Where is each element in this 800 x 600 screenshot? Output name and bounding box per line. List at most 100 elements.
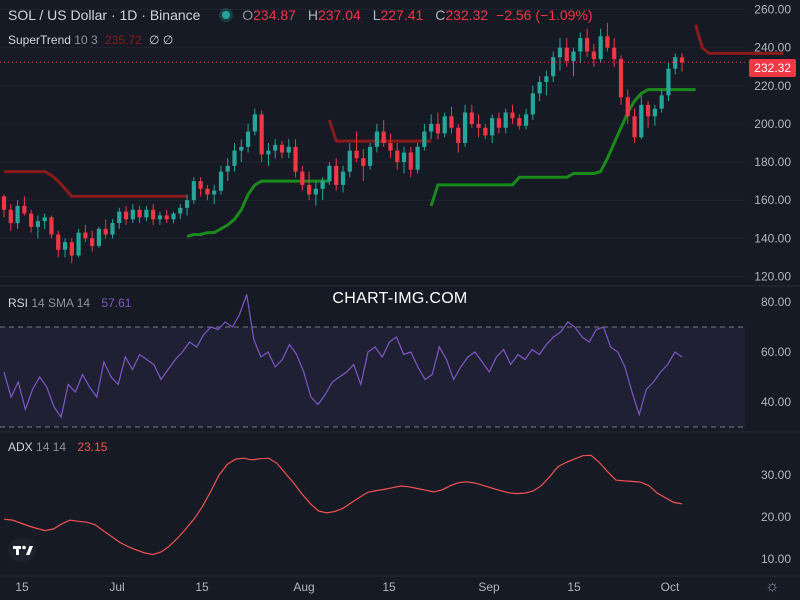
adx-axis-label: 30.00 xyxy=(761,468,791,482)
candle-body xyxy=(164,215,169,220)
candle-body xyxy=(652,108,657,117)
symbol-title[interactable]: SOL / US Dollar · 1D · Binance xyxy=(8,7,201,23)
candle-body xyxy=(22,205,27,214)
candle-body xyxy=(49,217,54,235)
candle-body xyxy=(110,223,115,235)
adx-value: 23.15 xyxy=(77,440,108,454)
candle-body xyxy=(76,232,81,256)
candle-body xyxy=(347,150,352,172)
tradingview-icon xyxy=(13,545,33,555)
candle-body xyxy=(442,116,447,134)
candle-body xyxy=(517,118,522,126)
candle-body xyxy=(395,150,400,163)
candle-body xyxy=(456,127,461,143)
low-value: 227.41 xyxy=(380,7,424,23)
rsi-params: 14 SMA 14 xyxy=(31,296,91,310)
rsi-axis-label: 80.00 xyxy=(761,295,791,309)
candle-body xyxy=(368,146,373,166)
candle-body xyxy=(571,51,576,62)
candle-body xyxy=(184,200,190,208)
candle-body xyxy=(354,150,359,159)
last-price-tag: 232.32 xyxy=(749,59,796,77)
price-axis-label: 120.00 xyxy=(754,269,791,283)
candle-body xyxy=(232,150,237,166)
change-value: −2.56 (−1.09%) xyxy=(496,7,593,23)
candle-body xyxy=(1,196,7,210)
candle-body xyxy=(598,36,603,60)
candle-body xyxy=(374,131,380,147)
adx-axis-label: 20.00 xyxy=(761,510,791,524)
candle-body xyxy=(388,143,393,151)
tradingview-logo[interactable] xyxy=(8,538,36,562)
candle-body xyxy=(144,209,149,218)
candle-body xyxy=(578,38,583,52)
candle-body xyxy=(8,209,13,224)
supertrend-up-line xyxy=(429,88,696,207)
candle-body xyxy=(137,209,142,218)
candle-body xyxy=(361,158,366,166)
time-axis-label: Aug xyxy=(293,580,314,594)
candle-body xyxy=(612,47,617,60)
price-axis-label: 160.00 xyxy=(754,193,791,207)
candle-body xyxy=(496,118,502,128)
candle-body xyxy=(591,51,596,60)
candle-body xyxy=(245,131,251,147)
supertrend-extra: ∅ ∅ xyxy=(149,33,174,47)
candle-body xyxy=(645,104,651,117)
candle-body xyxy=(198,181,203,189)
watermark: CHART-IMG.COM xyxy=(332,290,468,307)
candle-body xyxy=(469,112,474,124)
price-axis-label: 260.00 xyxy=(754,3,791,17)
candle-body xyxy=(381,131,386,143)
time-axis-label: 15 xyxy=(382,580,396,594)
candle-body xyxy=(666,68,671,96)
adx-legend[interactable]: ADX 14 14 23.15 xyxy=(8,440,107,454)
time-axis-label: 15 xyxy=(15,580,29,594)
candle-body xyxy=(252,114,257,132)
high-value: 237.04 xyxy=(317,7,361,23)
candle-body xyxy=(551,57,556,77)
candle-body xyxy=(117,211,122,224)
supertrend-down-line xyxy=(4,170,188,198)
price-axis-label: 240.00 xyxy=(754,41,791,55)
candle-body xyxy=(422,131,427,147)
supertrend-name: SuperTrend xyxy=(8,33,71,47)
price-axis-label: 200.00 xyxy=(754,117,791,131)
candle-body xyxy=(483,127,488,136)
candle-body xyxy=(123,211,129,220)
candle-body xyxy=(639,104,644,138)
candle-body xyxy=(327,165,332,182)
candle-body xyxy=(239,146,244,151)
rsi-axis-label: 40.00 xyxy=(761,395,791,409)
candle-body xyxy=(96,228,102,246)
time-axis-label: Oct xyxy=(661,580,680,594)
candle-body xyxy=(340,171,346,185)
candle-body xyxy=(537,81,542,94)
rsi-name: RSI xyxy=(8,296,29,310)
candle-body xyxy=(151,209,156,220)
rsi-axis-label: 60.00 xyxy=(761,345,791,359)
adx-params: 14 14 xyxy=(36,440,67,454)
time-axis-label: 15 xyxy=(567,580,581,594)
candle-body xyxy=(530,93,535,115)
candle-body xyxy=(408,152,413,170)
candle-body xyxy=(103,228,108,235)
candle-body xyxy=(429,123,434,132)
candle-body xyxy=(334,165,339,185)
candle-body xyxy=(69,242,74,256)
adx-line xyxy=(3,454,683,556)
adx-name: ADX xyxy=(8,440,33,454)
supertrend-legend[interactable]: SuperTrend 10 3 235.72 ∅ ∅ xyxy=(8,33,173,47)
rsi-legend[interactable]: RSI 14 SMA 14 57.61 xyxy=(8,296,131,310)
candle-body xyxy=(42,217,47,222)
time-axis-label: Jul xyxy=(109,580,124,594)
candle-body xyxy=(90,238,95,246)
settings-gear-icon[interactable]: ☼ xyxy=(765,578,780,595)
candle-body xyxy=(605,36,610,48)
ohlc-legend: SOL / US Dollar · 1D · Binance O234.87 H… xyxy=(8,7,593,23)
candle-body xyxy=(83,232,88,239)
candle-body xyxy=(300,171,305,185)
candle-body xyxy=(320,181,325,189)
rsi-line xyxy=(3,294,683,419)
low-label: L xyxy=(372,7,381,23)
